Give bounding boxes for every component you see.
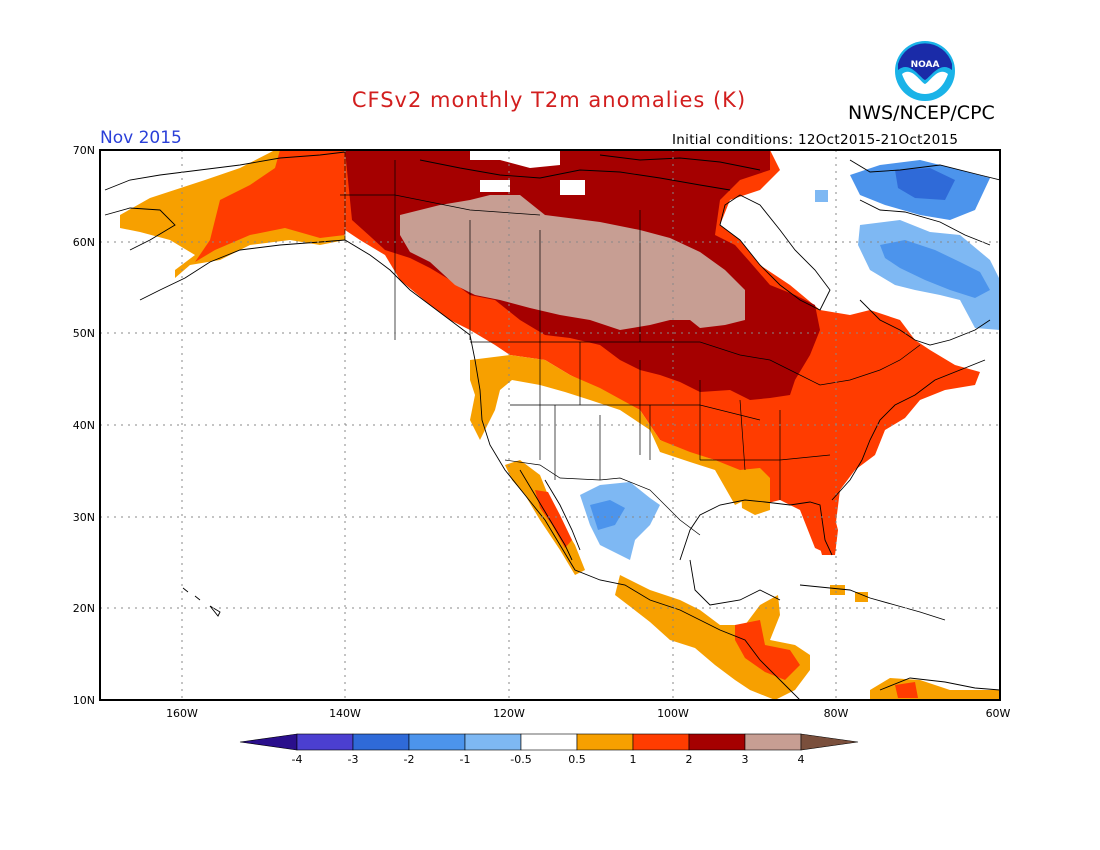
colorbar-high-arrow [800, 733, 859, 751]
anomaly-fields [120, 150, 1000, 700]
lon-label: 100W [657, 707, 689, 720]
anomaly-region-tan [400, 195, 745, 330]
colorbar-swatch [296, 733, 354, 751]
anomaly-region-ne-blue [880, 240, 990, 298]
lat-label: 60N [73, 236, 95, 249]
graticule [100, 150, 1000, 700]
boundary-provinces [340, 160, 641, 342]
colorbar-label: -1 [460, 753, 471, 766]
colorbar-label: 3 [742, 753, 749, 766]
anomaly-region-centralamerica-red [735, 620, 800, 680]
boundary-us-mexico [504, 459, 701, 536]
colorbar-label: 1 [630, 753, 637, 766]
lon-labels: 160W 140W 120W 100W 80W 60W [166, 707, 1010, 720]
anomaly-gap-arctic-3 [560, 180, 585, 195]
boundary-us-canada [470, 341, 921, 386]
anomaly-region-baffin-blue [815, 190, 828, 202]
colorbar-swatch [352, 733, 410, 751]
anomaly-region-southamerica-red [895, 682, 918, 698]
colorbar-label: 4 [798, 753, 805, 766]
lon-label: 80W [824, 707, 849, 720]
anomaly-region-southeast-orange [740, 468, 770, 515]
lat-label: 30N [73, 511, 95, 524]
colorbar-swatch [744, 733, 802, 751]
coastline-arctic [419, 154, 761, 191]
coastline-alaska [104, 151, 471, 336]
anomaly-region-florida-red [810, 500, 838, 555]
political-boundaries [340, 150, 921, 536]
lat-labels: 70N 60N 50N 40N 30N 20N 10N [73, 144, 95, 707]
anomaly-region-baja-red [535, 490, 572, 548]
colorbar: -4 -3 -2 -1 -0.5 0.5 1 2 3 4 [239, 733, 859, 766]
coastlines [104, 151, 1000, 700]
lat-label: 40N [73, 419, 95, 432]
coastline-hudson [719, 194, 831, 311]
coastline-labrador [859, 299, 991, 346]
valid-month-label: Nov 2015 [100, 128, 182, 148]
lat-label: 20N [73, 602, 95, 615]
colorbar-label: -4 [292, 753, 303, 766]
anomaly-region-greenland-blue-dark [895, 168, 955, 200]
coastline-west [469, 334, 801, 700]
lon-label: 60W [986, 707, 1011, 720]
lon-label: 160W [166, 707, 198, 720]
anomaly-region-alaska-red [195, 150, 345, 262]
colorbar-low-arrow [239, 733, 298, 751]
map-title: CFSv2 monthly T2m anomalies (K) [351, 88, 747, 112]
organization-label: NWS/NCEP/CPC [848, 102, 995, 124]
coastline-baja [519, 469, 581, 561]
colorbar-label: -0.5 [510, 753, 531, 766]
lat-label: 70N [73, 144, 95, 157]
colorbar-label: -2 [404, 753, 415, 766]
colorbar-swatch [632, 733, 690, 751]
lat-label: 50N [73, 327, 95, 340]
coastline-greenland [849, 159, 1000, 246]
lon-label: 120W [493, 707, 525, 720]
coastline-caribbean [799, 584, 1000, 691]
anomaly-region-west-orange [470, 355, 745, 505]
svg-text:NOAA: NOAA [911, 60, 940, 70]
lon-label: 140W [329, 707, 361, 720]
coastline-east [831, 359, 986, 501]
lat-label: 10N [73, 694, 95, 707]
colorbar-label: 2 [686, 753, 693, 766]
colorbar-swatch [688, 733, 746, 751]
colorbar-swatch [408, 733, 466, 751]
anomaly-region-sw-blue-light [580, 482, 660, 560]
coastline-hawaii [182, 587, 221, 617]
colorbar-label: 0.5 [568, 753, 586, 766]
initial-conditions-label: Initial conditions: 12Oct2015-21Oct2015 [672, 132, 959, 148]
map-frame [99, 149, 1001, 701]
noaa-logo: NOAA [894, 40, 956, 102]
boundary-states [510, 342, 831, 500]
colorbar-swatch [520, 733, 578, 751]
anomaly-region-sw-blue [590, 500, 625, 530]
anomaly-gap-arctic-1 [470, 150, 560, 168]
colorbar-label: -3 [348, 753, 359, 766]
anomaly-gap-arctic-2 [480, 180, 510, 192]
colorbar-swatch [576, 733, 634, 751]
colorbar-swatch [464, 733, 522, 751]
